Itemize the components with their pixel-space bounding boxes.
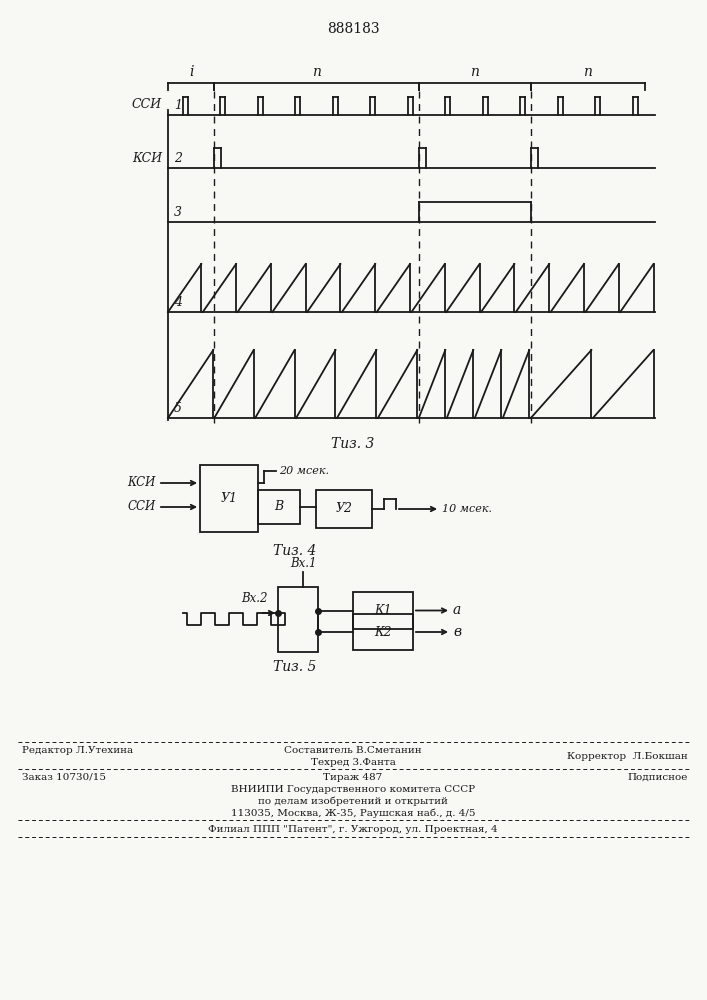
- Text: Тираж 487: Тираж 487: [323, 773, 382, 782]
- Text: 3: 3: [174, 206, 182, 219]
- Text: Заказ 10730/15: Заказ 10730/15: [22, 773, 106, 782]
- Text: Составитель В.Сметанин: Составитель В.Сметанин: [284, 746, 422, 755]
- Text: ССИ: ССИ: [128, 500, 156, 514]
- Text: в: в: [453, 625, 461, 639]
- Text: Редактор Л.Утехина: Редактор Л.Утехина: [22, 746, 133, 755]
- Text: К2: К2: [374, 626, 392, 639]
- Text: i: i: [189, 65, 194, 79]
- Text: n: n: [583, 65, 592, 79]
- Text: Τиз. 4: Τиз. 4: [274, 544, 317, 558]
- Text: У2: У2: [336, 502, 353, 516]
- Text: ССИ: ССИ: [132, 99, 162, 111]
- Text: К1: К1: [374, 604, 392, 617]
- Text: Τиз. 3: Τиз. 3: [332, 437, 375, 451]
- Text: а: а: [453, 603, 461, 617]
- Text: 888183: 888183: [327, 22, 380, 36]
- Text: Вх.1: Вх.1: [290, 557, 316, 570]
- Text: Вх.2: Вх.2: [242, 592, 268, 605]
- Text: ВНИИПИ Государственного комитета СССР: ВНИИПИ Государственного комитета СССР: [231, 785, 475, 794]
- Text: 20 мсек.: 20 мсек.: [279, 466, 329, 476]
- Text: У1: У1: [221, 492, 238, 505]
- Bar: [258, 490, 300, 524]
- Bar: [316, 490, 372, 528]
- Text: Техред 3.Фанта: Техред 3.Фанта: [310, 758, 395, 767]
- Text: 2: 2: [174, 152, 182, 165]
- Text: 10 мсек.: 10 мсек.: [442, 504, 492, 514]
- Bar: [353, 614, 413, 650]
- Text: 5: 5: [174, 402, 182, 415]
- Text: п: п: [470, 65, 479, 79]
- Text: п: п: [312, 65, 321, 79]
- Text: Корректор  Л.Бокшан: Корректор Л.Бокшан: [567, 752, 688, 761]
- Text: КСИ: КСИ: [128, 477, 156, 489]
- Bar: [278, 587, 318, 652]
- Text: 4: 4: [174, 296, 182, 309]
- Text: Подписное: Подписное: [628, 773, 688, 782]
- Text: КСИ: КСИ: [132, 151, 162, 164]
- Text: по делам изобретений и открытий: по делам изобретений и открытий: [258, 797, 448, 806]
- Text: В: В: [274, 500, 284, 514]
- Text: Филиал ППП "Патент", г. Ужгород, ул. Проектная, 4: Филиал ППП "Патент", г. Ужгород, ул. Про…: [208, 825, 498, 834]
- Text: 113035, Москва, Ж-35, Раушская наб., д. 4/5: 113035, Москва, Ж-35, Раушская наб., д. …: [230, 809, 475, 818]
- Bar: [353, 592, 413, 629]
- Text: 1: 1: [174, 99, 182, 112]
- Text: Τиз. 5: Τиз. 5: [274, 660, 317, 674]
- Bar: [200, 465, 258, 532]
